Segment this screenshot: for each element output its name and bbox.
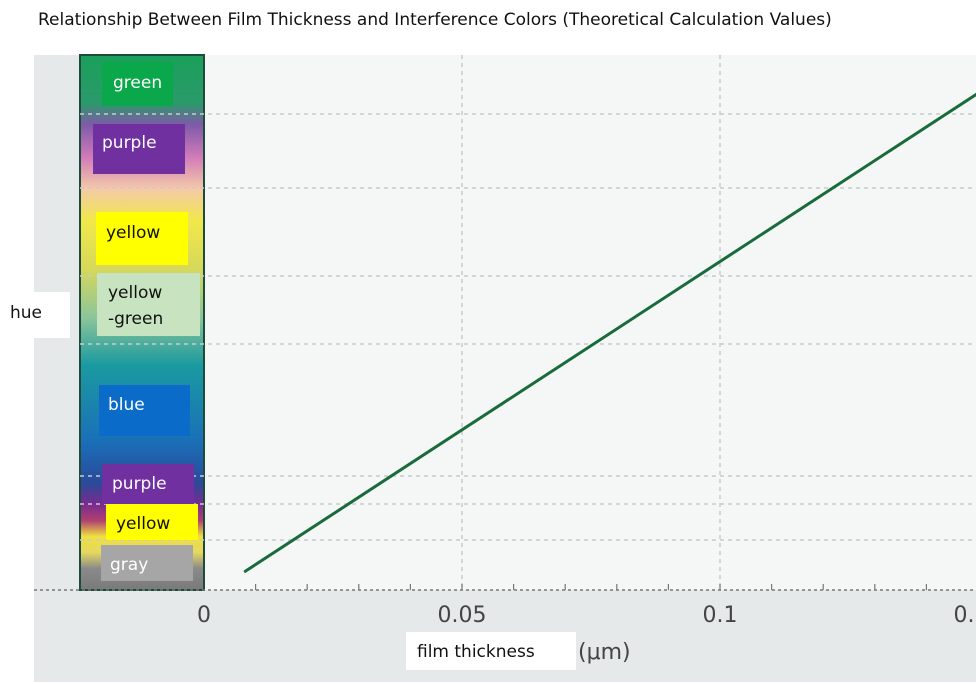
x-tick-label: 0.05 (438, 603, 487, 628)
series-line (243, 92, 976, 573)
vertical-gridlines (461, 55, 721, 590)
hue-label-yellow-upper: yellow (96, 212, 188, 265)
x-tick-label: 0.15 (954, 603, 976, 628)
hue-label-purple-upper-bg (93, 124, 185, 174)
x-tick-label: 0.1 (703, 603, 738, 628)
hue-label-yellow-green-line1: yellow (108, 283, 162, 303)
hue-label-purple-lower: purple (102, 464, 194, 504)
y-axis-label: hue (10, 303, 42, 323)
hue-label-yellow-upper-bg (96, 212, 188, 265)
hue-label-green: green (102, 62, 173, 106)
hue-label-gray: gray (101, 545, 193, 581)
hue-label-blue-bg (99, 385, 190, 436)
hue-label-gray-text: gray (110, 555, 148, 575)
hue-label-purple-upper: purple (93, 124, 185, 174)
x-tick-label: 0 (197, 603, 211, 628)
hue-label-yellow-green-bg (97, 273, 200, 336)
hue-label-gray-bg (101, 545, 193, 581)
hue-label-purple-lower-text: purple (112, 474, 167, 494)
hue-label-yellow-green-line2: -green (108, 309, 163, 329)
x-axis-unit: (μm) (578, 640, 631, 665)
plot-area (204, 55, 976, 590)
x-axis-label-bg (406, 632, 576, 670)
hue-label-yellow-lower: yellow (106, 504, 198, 540)
hue-label-yellow-green: yellow -green (97, 273, 200, 336)
x-axis-label: film thickness (417, 642, 535, 662)
hue-label-yellow-upper-text: yellow (106, 223, 160, 243)
horizontal-gridlines (80, 113, 976, 541)
hue-label-blue: blue (99, 385, 190, 436)
y-axis-label-bg (0, 292, 70, 338)
hue-label-green-bg (102, 62, 173, 106)
hue-label-yellow-lower-text: yellow (116, 514, 170, 534)
chart-title: Relationship Between Film Thickness and … (38, 10, 832, 30)
left-margin-bg (34, 55, 80, 682)
hue-label-green-text: green (113, 73, 162, 93)
x-axis-minor-ticks (255, 584, 928, 590)
hue-label-blue-text: blue (108, 395, 145, 415)
hue-label-purple-lower-bg (102, 464, 194, 504)
hue-label-purple-upper-text: purple (102, 133, 157, 153)
hue-label-yellow-lower-bg (106, 504, 198, 540)
x-axis-tick-labels: 0 0.05 0.1 0.15 (197, 603, 976, 628)
